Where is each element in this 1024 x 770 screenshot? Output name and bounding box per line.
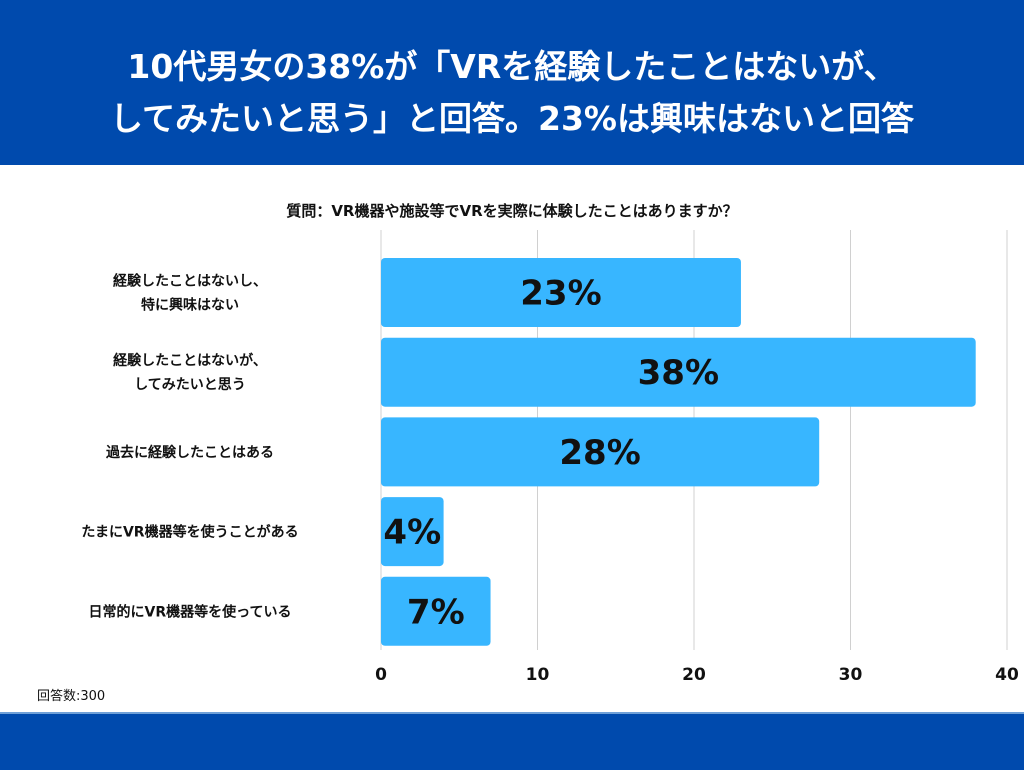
x-tick-label: 30 [839,665,863,685]
data-label: 38% [638,353,719,393]
category-label: 経験したことはないし、 [113,273,267,290]
bar [381,337,976,407]
category-label: 特に興味はない [141,297,239,314]
category-label: 日常的にVR機器等を使っている [89,603,292,620]
category-label: 過去に経験したことはある [105,444,274,461]
footer-band [0,712,1024,770]
category-label: してみたいと思う [134,377,246,393]
bar [381,258,741,327]
bar [381,497,444,567]
title-line-2: してみたいと思う」と回答。23%は興味はないと回答 [110,99,914,138]
x-tick-label: 10 [526,665,550,685]
response-count: 回答数:300 [37,689,106,704]
title-line-1: 10代男女の38%が「VRを経験したことはないが、 [127,47,897,86]
x-tick-label: 40 [995,665,1019,685]
category-label: 経験したことはないが、 [113,352,267,369]
category-label: たまにVR機器等を使うことがある [81,524,298,541]
bar [381,417,820,487]
x-tick-label: 0 [375,665,387,685]
data-label: 7% [407,592,465,632]
data-label: 28% [559,433,640,473]
data-label: 23% [520,274,601,314]
data-label: 4% [383,513,441,553]
bar [381,576,491,646]
header-band: 10代男女の38%が「VRを経験したことはないが、 してみたいと思う」と回答。2… [0,0,1024,165]
x-tick-label: 20 [682,665,706,685]
chart-title: 質問：VR機器や施設等でVRを実際に体験したことはありますか？ [286,202,738,220]
